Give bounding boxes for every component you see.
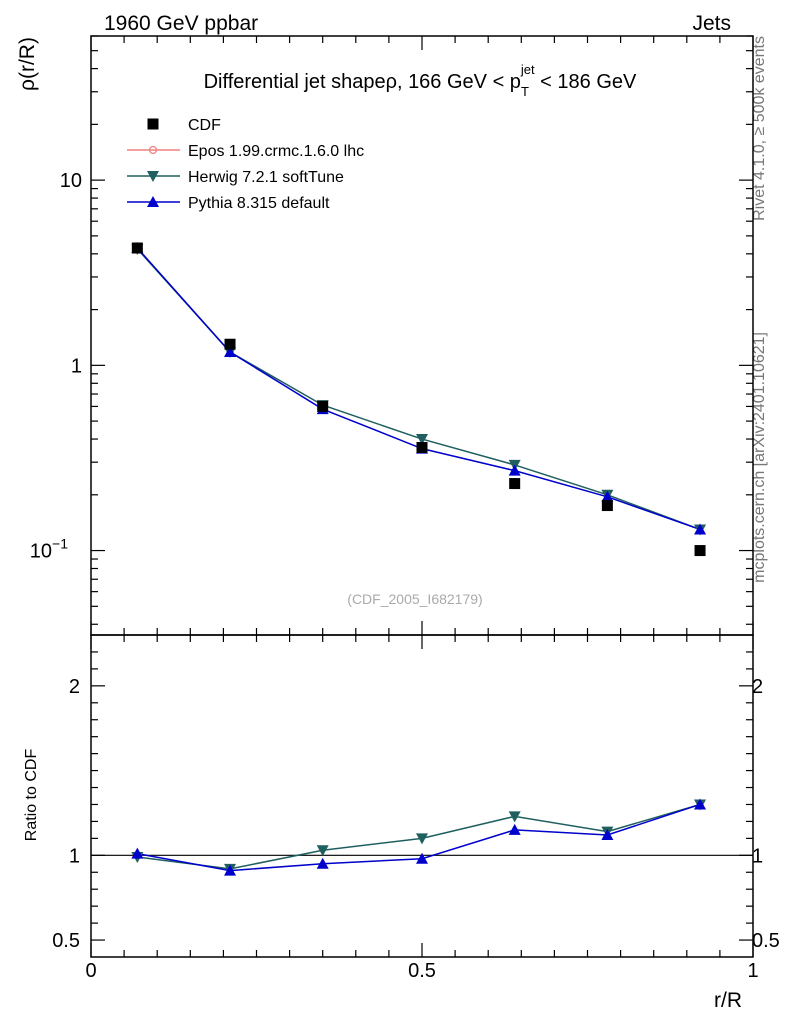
- ratio-ytick-label-right: 1: [752, 845, 763, 867]
- ratio-ytick-label-right: 2: [752, 676, 763, 698]
- header-left: 1960 GeV ppbar: [104, 12, 258, 35]
- data-point-herwig: [416, 434, 428, 446]
- data-point-cdf: [131, 242, 143, 254]
- ratio-frame: [90, 634, 754, 958]
- legend-marker-pythia: [147, 196, 159, 207]
- mcplots-label: mcplots.cern.ch [arXiv:2401.10621]: [751, 332, 768, 583]
- legend-marker-herwig: [147, 171, 159, 182]
- xtick-label: 0.5: [408, 960, 436, 982]
- data-point-pythia: [508, 464, 521, 476]
- ratio-ylabel: Ratio to CDF: [23, 749, 40, 842]
- ratio-ytick-label-left: 1: [69, 845, 80, 867]
- main-ytick-label-base: 10: [30, 541, 52, 563]
- chart-title: Differential jet shapeρ, 166 GeV < pTjet…: [204, 62, 637, 99]
- header-right: Jets: [692, 12, 731, 35]
- ratio-panel: 2 21 10.5 0.50 0.5 1: [52, 634, 780, 982]
- data-point-pythia: [224, 346, 237, 358]
- analysis-watermark: (CDF_2005_I682179): [347, 591, 482, 607]
- data-point-pythia: [694, 523, 707, 535]
- rivet-label: Rivet 4.1.0, ≥ 500k events: [751, 36, 768, 221]
- data-point-cdf: [317, 400, 329, 412]
- ratio-point-pythia: [224, 864, 237, 876]
- data-point-cdf: [601, 500, 613, 512]
- ratio-ytick-label-left: 2: [69, 676, 80, 698]
- ratio-point-pythia: [416, 852, 428, 864]
- main-ytick-label: 10−1: [30, 536, 68, 563]
- ratio-point-pythia: [694, 798, 707, 810]
- chart-title-main: Differential jet shapeρ, 166 GeV < p: [204, 71, 521, 93]
- legend-label-pythia: Pythia 8.315 default: [188, 195, 330, 212]
- legend-marker-cdf: [147, 118, 159, 130]
- xaxis-label: r/R: [714, 989, 742, 1012]
- legend-label-epos: Epos 1.99.crmc.1.6.0 lhc: [188, 143, 364, 160]
- main-ytick-label: 1: [71, 355, 82, 377]
- xtick-label: 1: [747, 960, 758, 982]
- data-point-cdf: [416, 442, 428, 454]
- data-point-cdf: [509, 478, 521, 490]
- xtick-label: 0: [85, 960, 96, 982]
- legend-label-cdf: CDF: [188, 117, 221, 134]
- series-line-herwig: [136, 248, 701, 531]
- ratio-point-herwig: [316, 845, 329, 857]
- data-point-pythia: [601, 490, 614, 502]
- main-ytick-label: 10: [60, 170, 82, 192]
- legend: CDF Epos 1.99.crmc.1.6.0 lhc Herwig 7.2.1 …: [127, 117, 364, 212]
- data-point-cdf: [694, 545, 706, 557]
- ratio-ytick-label-left: 0.5: [52, 930, 80, 952]
- ratio-point-pythia: [131, 847, 144, 859]
- ratio-point-pythia: [316, 857, 329, 869]
- main-ytick-label-exp: −1: [52, 536, 68, 552]
- legend-label-herwig: Herwig 7.2.1 softTune: [188, 169, 344, 186]
- ratio-ytick-label-right: 0.5: [752, 930, 780, 952]
- legend-marker-epos: [148, 145, 158, 155]
- ratio-point-pythia: [508, 823, 521, 835]
- main-ylabel: ρ(r/R): [16, 37, 39, 91]
- series-line-pythia: [136, 247, 701, 531]
- chart-title-tail: < 186 GeV: [535, 71, 637, 93]
- ratio-point-herwig: [416, 833, 428, 845]
- chart-title-sup: jet: [520, 62, 535, 77]
- ratio-point-herwig: [508, 811, 521, 823]
- data-point-cdf: [224, 338, 236, 350]
- ratio-point-pythia: [601, 828, 614, 840]
- chart-title-sub: T: [521, 84, 529, 99]
